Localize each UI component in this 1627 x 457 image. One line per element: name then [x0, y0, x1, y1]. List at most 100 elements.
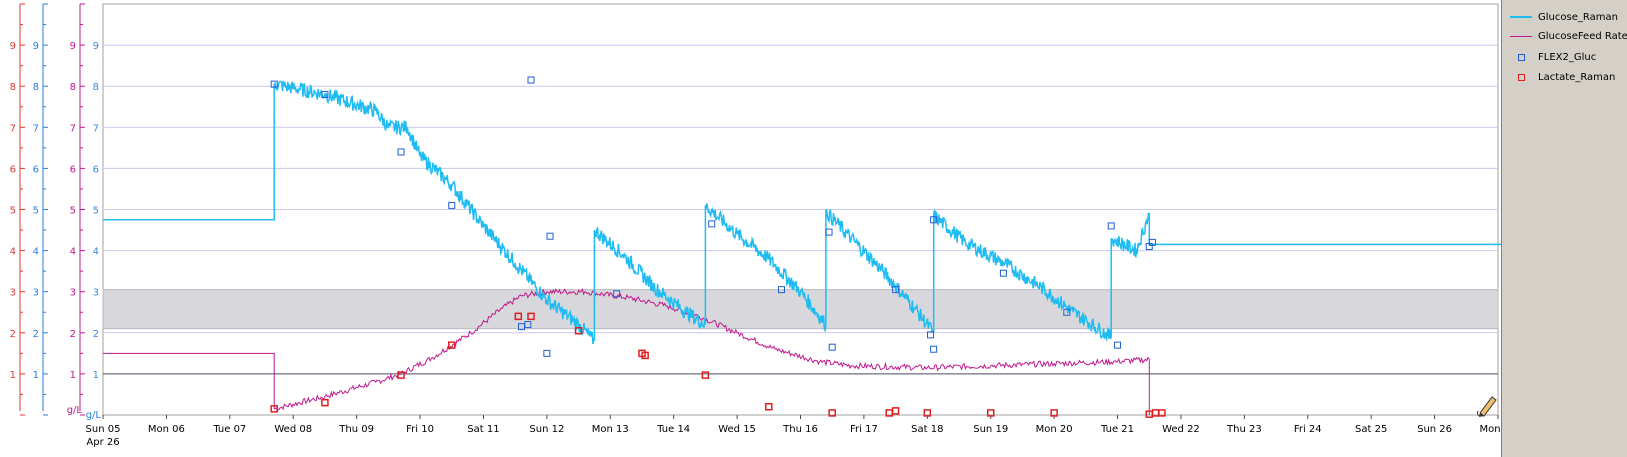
point-lactate-raman	[765, 403, 773, 411]
point-lactate-raman	[270, 405, 278, 413]
point-flex2-gluc	[999, 269, 1007, 277]
x-tick-label: Sun 26	[1417, 424, 1452, 435]
y-tick-label-inner: 8	[93, 82, 99, 93]
point-lactate-raman	[527, 312, 535, 321]
legend-label: Lactate_Raman	[1538, 72, 1616, 83]
point-lactate-raman	[641, 351, 649, 360]
x-tick-sublabel: Apr 26	[86, 437, 119, 448]
y-tick-label-magenta: 9	[70, 41, 76, 52]
y-tick-label-blue: 7	[33, 123, 39, 134]
y-tick-label-red: 2	[10, 329, 16, 340]
point-lactate-raman	[891, 407, 900, 415]
y-tick-label-blue: 6	[33, 164, 39, 175]
legend-label: GlucoseFeed Rate	[1538, 31, 1627, 42]
point-flex2-gluc	[613, 290, 621, 298]
y-tick-label-inner: 7	[93, 123, 99, 134]
y-tick-label-magenta: 7	[70, 123, 76, 134]
point-lactate-raman	[828, 409, 836, 417]
y-tick-label-red: 3	[10, 288, 16, 299]
point-lactate-raman	[1158, 409, 1166, 417]
x-tick-label: Sat 25	[1355, 424, 1387, 435]
x-tick-label: Fri 17	[850, 424, 878, 435]
legend-label: FLEX2_Gluc	[1538, 52, 1597, 63]
point-flex2-gluc	[1148, 238, 1156, 246]
point-flex2-gluc	[524, 321, 532, 329]
point-lactate-raman	[514, 312, 523, 321]
y-tick-label-inner: 2	[93, 329, 99, 340]
legend-swatch-square	[1518, 73, 1525, 81]
point-flex2-gluc	[828, 343, 836, 351]
legend-label: Glucose_Raman	[1538, 12, 1618, 23]
y-tick-label-magenta: 5	[70, 206, 76, 217]
y-tick-label-inner: 9	[93, 41, 99, 52]
point-flex2-gluc	[397, 148, 405, 156]
y-tick-label-red: 1	[10, 370, 16, 381]
x-tick-label: Sun 05	[86, 424, 121, 435]
y-tick-label-blue: 3	[33, 288, 39, 299]
y-unit-label: g/L	[86, 410, 102, 421]
series-line-glucose-raman	[103, 80, 1517, 345]
point-flex2-gluc	[1063, 308, 1071, 316]
point-flex2-gluc	[546, 232, 554, 240]
x-tick-label: Wed 08	[274, 424, 312, 435]
x-tick-label: Tue 14	[656, 424, 690, 435]
x-tick-label: Wed 15	[718, 424, 756, 435]
y-tick-label-blue: 1	[33, 370, 39, 381]
y-tick-label-magenta: 8	[70, 82, 76, 93]
y-tick-label-blue: 9	[33, 41, 39, 52]
point-lactate-raman	[701, 371, 710, 379]
point-flex2-gluc	[926, 331, 934, 339]
y-tick-label-inner: 4	[93, 247, 99, 258]
y-tick-label-blue: 8	[33, 82, 39, 93]
y-tick-label-inner: 1	[93, 370, 99, 381]
point-lactate-raman	[574, 326, 583, 335]
y-tick-label-inner: 5	[93, 206, 99, 217]
x-tick-label: Thu 23	[1226, 424, 1262, 435]
point-flex2-gluc	[448, 201, 456, 209]
x-tick-label: Fri 24	[1294, 424, 1322, 435]
y-tick-label-blue: 5	[33, 206, 39, 217]
x-tick-label: Tue 07	[212, 424, 246, 435]
edit-pencil-icon[interactable]	[1477, 396, 1497, 417]
point-lactate-raman	[923, 409, 932, 417]
y-tick-label-blue: 2	[33, 329, 39, 340]
legend-item-flex2[interactable]: FLEX2_Gluc	[1510, 52, 1596, 63]
x-tick-label: Sat 11	[467, 424, 499, 435]
point-flex2-gluc	[825, 228, 833, 236]
y-tick-label-magenta: 4	[70, 247, 76, 258]
y-tick-label-red: 8	[10, 82, 16, 93]
legend-swatch-square	[1518, 53, 1525, 61]
point-flex2-gluc	[892, 286, 900, 294]
y-tick-label-red: 9	[10, 41, 16, 52]
point-flex2-gluc	[270, 80, 278, 88]
y-tick-label-red: 5	[10, 206, 16, 217]
legend-swatch-line	[1510, 35, 1532, 37]
x-tick-label: Mon 13	[592, 424, 629, 435]
x-tick-label: Thu 09	[338, 424, 374, 435]
point-flex2-gluc	[321, 90, 329, 98]
point-flex2-gluc	[527, 76, 535, 84]
x-tick-label: Fri 10	[406, 424, 434, 435]
y-tick-label-inner: 3	[93, 288, 99, 299]
y-unit-label-magenta: g/L	[67, 405, 83, 416]
y-tick-label-magenta: 1	[70, 370, 76, 381]
x-tick-label: Tue 21	[1100, 424, 1134, 435]
point-lactate-raman	[397, 371, 405, 379]
legend-item-glucose-raman[interactable]: Glucose_Raman	[1510, 12, 1618, 23]
point-flex2-gluc	[930, 345, 938, 353]
legend-item-lactate[interactable]: Lactate_Raman	[1510, 72, 1615, 83]
x-tick-label: Sat 18	[911, 424, 943, 435]
point-lactate-raman	[1050, 409, 1058, 417]
point-flex2-gluc	[708, 220, 716, 228]
legend-item-feed-rate[interactable]: GlucoseFeed Rate	[1510, 31, 1627, 42]
y-tick-label-magenta: 2	[70, 329, 76, 340]
y-tick-label-magenta: 6	[70, 164, 76, 175]
y-tick-label-red: 6	[10, 164, 16, 175]
legend-swatch-line	[1510, 16, 1532, 18]
point-flex2-gluc	[543, 349, 551, 357]
y-tick-label-blue: 4	[33, 247, 39, 258]
y-tick-label-magenta: 3	[70, 288, 76, 299]
point-lactate-raman	[321, 398, 329, 407]
point-flex2-gluc	[930, 216, 938, 224]
